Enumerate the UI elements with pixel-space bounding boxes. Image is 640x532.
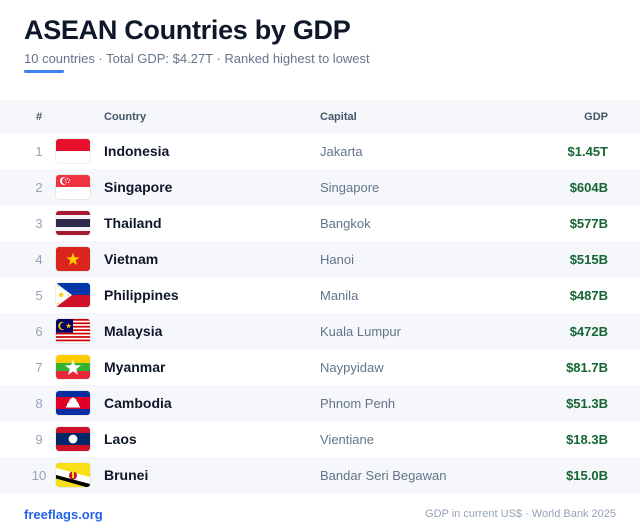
row-rank: 8 — [35, 395, 43, 411]
column-header-country: Country — [104, 110, 147, 123]
gdp-table: # Country Capital GDP 1 Indonesia Jakarta $… — [0, 100, 640, 493]
table-row: 1 Indonesia Jakarta $1.45T — [0, 133, 640, 169]
thailand-flag-icon — [56, 211, 90, 235]
capital-name: Bangkok — [320, 215, 371, 231]
title-accent-bar — [24, 70, 64, 73]
column-header-rank: # — [35, 110, 43, 123]
page-header: ASEAN Countries by GDP 10 countries · To… — [24, 10, 616, 67]
cambodia-flag-icon — [56, 391, 90, 415]
country-name: Cambodia — [104, 395, 172, 411]
table-row: 10 Brunei Bandar Seri Begawan $15.0B — [0, 457, 640, 493]
capital-name: Singapore — [320, 179, 380, 195]
page-title: ASEAN Countries by GDP — [24, 15, 351, 45]
flag-cell — [56, 205, 90, 241]
flag-cell — [56, 313, 90, 349]
gdp-value: $577B — [569, 215, 608, 231]
vietnam-flag-icon — [56, 247, 90, 271]
country-name: Laos — [104, 431, 137, 447]
table-row: 3 Thailand Bangkok $577B — [0, 205, 640, 241]
flag-cell — [56, 385, 90, 421]
gdp-value: $18.3B — [566, 431, 608, 447]
country-name: Indonesia — [104, 143, 170, 159]
gdp-value: $51.3B — [566, 395, 608, 411]
country-name: Thailand — [104, 215, 162, 231]
country-name: Singapore — [104, 179, 173, 195]
flag-cell — [56, 349, 90, 385]
country-name: Brunei — [104, 467, 149, 483]
source-note: GDP in current US$ · World Bank 2025 — [425, 508, 616, 520]
country-name: Malaysia — [104, 323, 163, 339]
flag-cell — [56, 457, 90, 493]
row-rank: 7 — [35, 359, 43, 375]
country-name: Philippines — [104, 287, 179, 303]
table-row: 7 Myanmar Naypyidaw $81.7B — [0, 349, 640, 385]
row-rank: 5 — [35, 287, 43, 303]
row-rank: 6 — [35, 323, 43, 339]
column-header-gdp: GDP — [584, 110, 608, 123]
table-row: 9 Laos Vientiane $18.3B — [0, 421, 640, 457]
gdp-value: $604B — [569, 179, 608, 195]
column-header-capital: Capital — [320, 110, 357, 123]
table-header: # Country Capital GDP — [0, 100, 640, 133]
capital-name: Bandar Seri Begawan — [320, 467, 447, 483]
capital-name: Jakarta — [320, 143, 363, 159]
footer: freeflags.org GDP in current US$ · World… — [24, 504, 616, 524]
row-rank: 10 — [31, 467, 47, 483]
table-row: 2 Singapore Singapore $604B — [0, 169, 640, 205]
capital-name: Vientiane — [320, 431, 374, 447]
flag-cell — [56, 277, 90, 313]
capital-name: Hanoi — [320, 251, 354, 267]
capital-name: Kuala Lumpur — [320, 323, 401, 339]
country-name: Vietnam — [104, 251, 159, 267]
flag-cell — [56, 133, 90, 169]
gdp-value: $487B — [569, 287, 608, 303]
malaysia-flag-icon — [56, 319, 90, 343]
table-body: 1 Indonesia Jakarta $1.45T 2 Singapore Singapo… — [0, 133, 640, 493]
row-rank: 1 — [35, 143, 43, 159]
flag-cell — [56, 169, 90, 205]
capital-name: Naypyidaw — [320, 359, 384, 375]
gdp-value: $81.7B — [566, 359, 608, 375]
gdp-value: $472B — [569, 323, 608, 339]
row-rank: 2 — [35, 179, 43, 195]
brunei-flag-icon — [56, 463, 90, 487]
page-subtitle: 10 countries · Total GDP: $4.27T · Ranke… — [24, 51, 370, 66]
row-rank: 9 — [35, 431, 43, 447]
gdp-value: $15.0B — [566, 467, 608, 483]
row-rank: 4 — [35, 251, 43, 267]
capital-name: Manila — [320, 287, 359, 303]
flag-cell — [56, 241, 90, 277]
table-row: 6 Malaysia Kuala Lumpur $472B — [0, 313, 640, 349]
row-rank: 3 — [35, 215, 43, 231]
flag-cell — [56, 421, 90, 457]
philippines-flag-icon — [56, 283, 90, 307]
singapore-flag-icon — [56, 175, 90, 199]
laos-flag-icon — [56, 427, 90, 451]
capital-name: Phnom Penh — [320, 395, 396, 411]
indonesia-flag-icon — [56, 139, 90, 163]
table-row: 8 Cambodia Phnom Penh $51.3B — [0, 385, 640, 421]
gdp-value: $1.45T — [567, 143, 608, 159]
gdp-value: $515B — [569, 251, 608, 267]
brand-link[interactable]: freeflags.org — [24, 506, 103, 522]
country-name: Myanmar — [104, 359, 166, 375]
table-row: 4 Vietnam Hanoi $515B — [0, 241, 640, 277]
table-row: 5 Philippines Manila $487B — [0, 277, 640, 313]
myanmar-flag-icon — [56, 355, 90, 379]
